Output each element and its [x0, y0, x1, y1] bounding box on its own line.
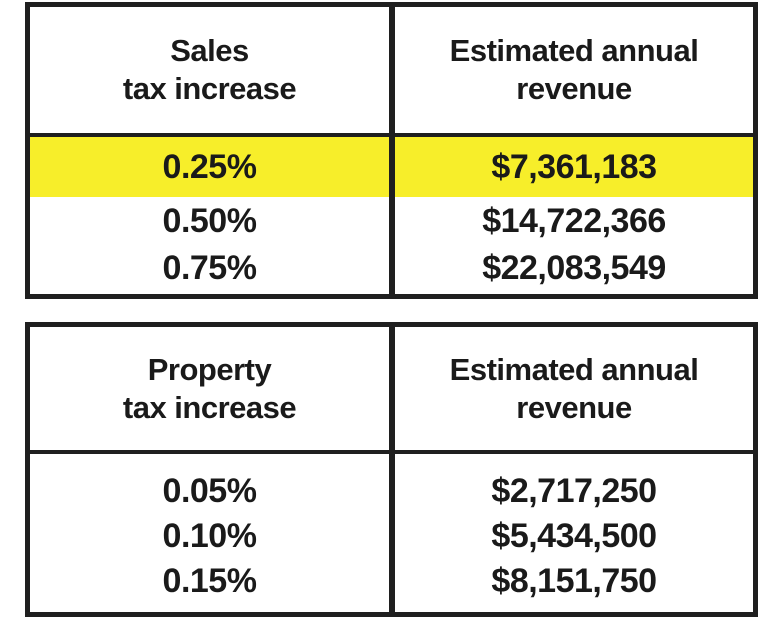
sales-tax-table: Sales tax increase Estimated annual reve… [25, 2, 758, 299]
sales-revenue-cell: $22,083,549 [482, 249, 666, 287]
property-revenue-cell: $8,151,750 [491, 562, 657, 600]
property-revenue-cell: $2,717,250 [491, 472, 657, 510]
property-rate-cell: 0.15% [162, 562, 257, 600]
header-line: Estimated annual [449, 351, 699, 387]
column-divider [389, 327, 395, 612]
property-rate-cell: 0.10% [162, 517, 257, 555]
property-tax-table: Property tax increase Estimated annual r… [25, 322, 758, 617]
header-line: tax increase [122, 71, 297, 106]
sales-revenue-header: Estimated annual revenue [395, 7, 753, 133]
sales-revenue-cell: $7,361,183 [491, 148, 657, 186]
header-divider [30, 133, 753, 137]
header-line: revenue [516, 389, 632, 425]
property-revenue-cell: $5,434,500 [491, 517, 657, 555]
header-line: Estimated annual [449, 33, 699, 68]
property-revenue-header: Estimated annual revenue [395, 327, 753, 450]
header-line: Property [147, 351, 272, 387]
sales-rate-cell: 0.25% [162, 148, 257, 186]
header-line: tax increase [122, 389, 297, 425]
property-rate-cell: 0.05% [162, 472, 257, 510]
sales-rate-cell: 0.75% [162, 249, 257, 287]
sales-rate-header: Sales tax increase [30, 7, 389, 133]
sales-rate-cell: 0.50% [162, 202, 257, 240]
column-divider [389, 7, 395, 294]
highlight-band-revenue [395, 137, 753, 197]
highlight-band-rate [30, 137, 389, 197]
property-rate-header: Property tax increase [30, 327, 389, 450]
header-line: revenue [516, 71, 632, 106]
header-divider [30, 450, 753, 454]
sales-revenue-cell: $14,722,366 [482, 202, 666, 240]
header-line: Sales [170, 33, 249, 68]
